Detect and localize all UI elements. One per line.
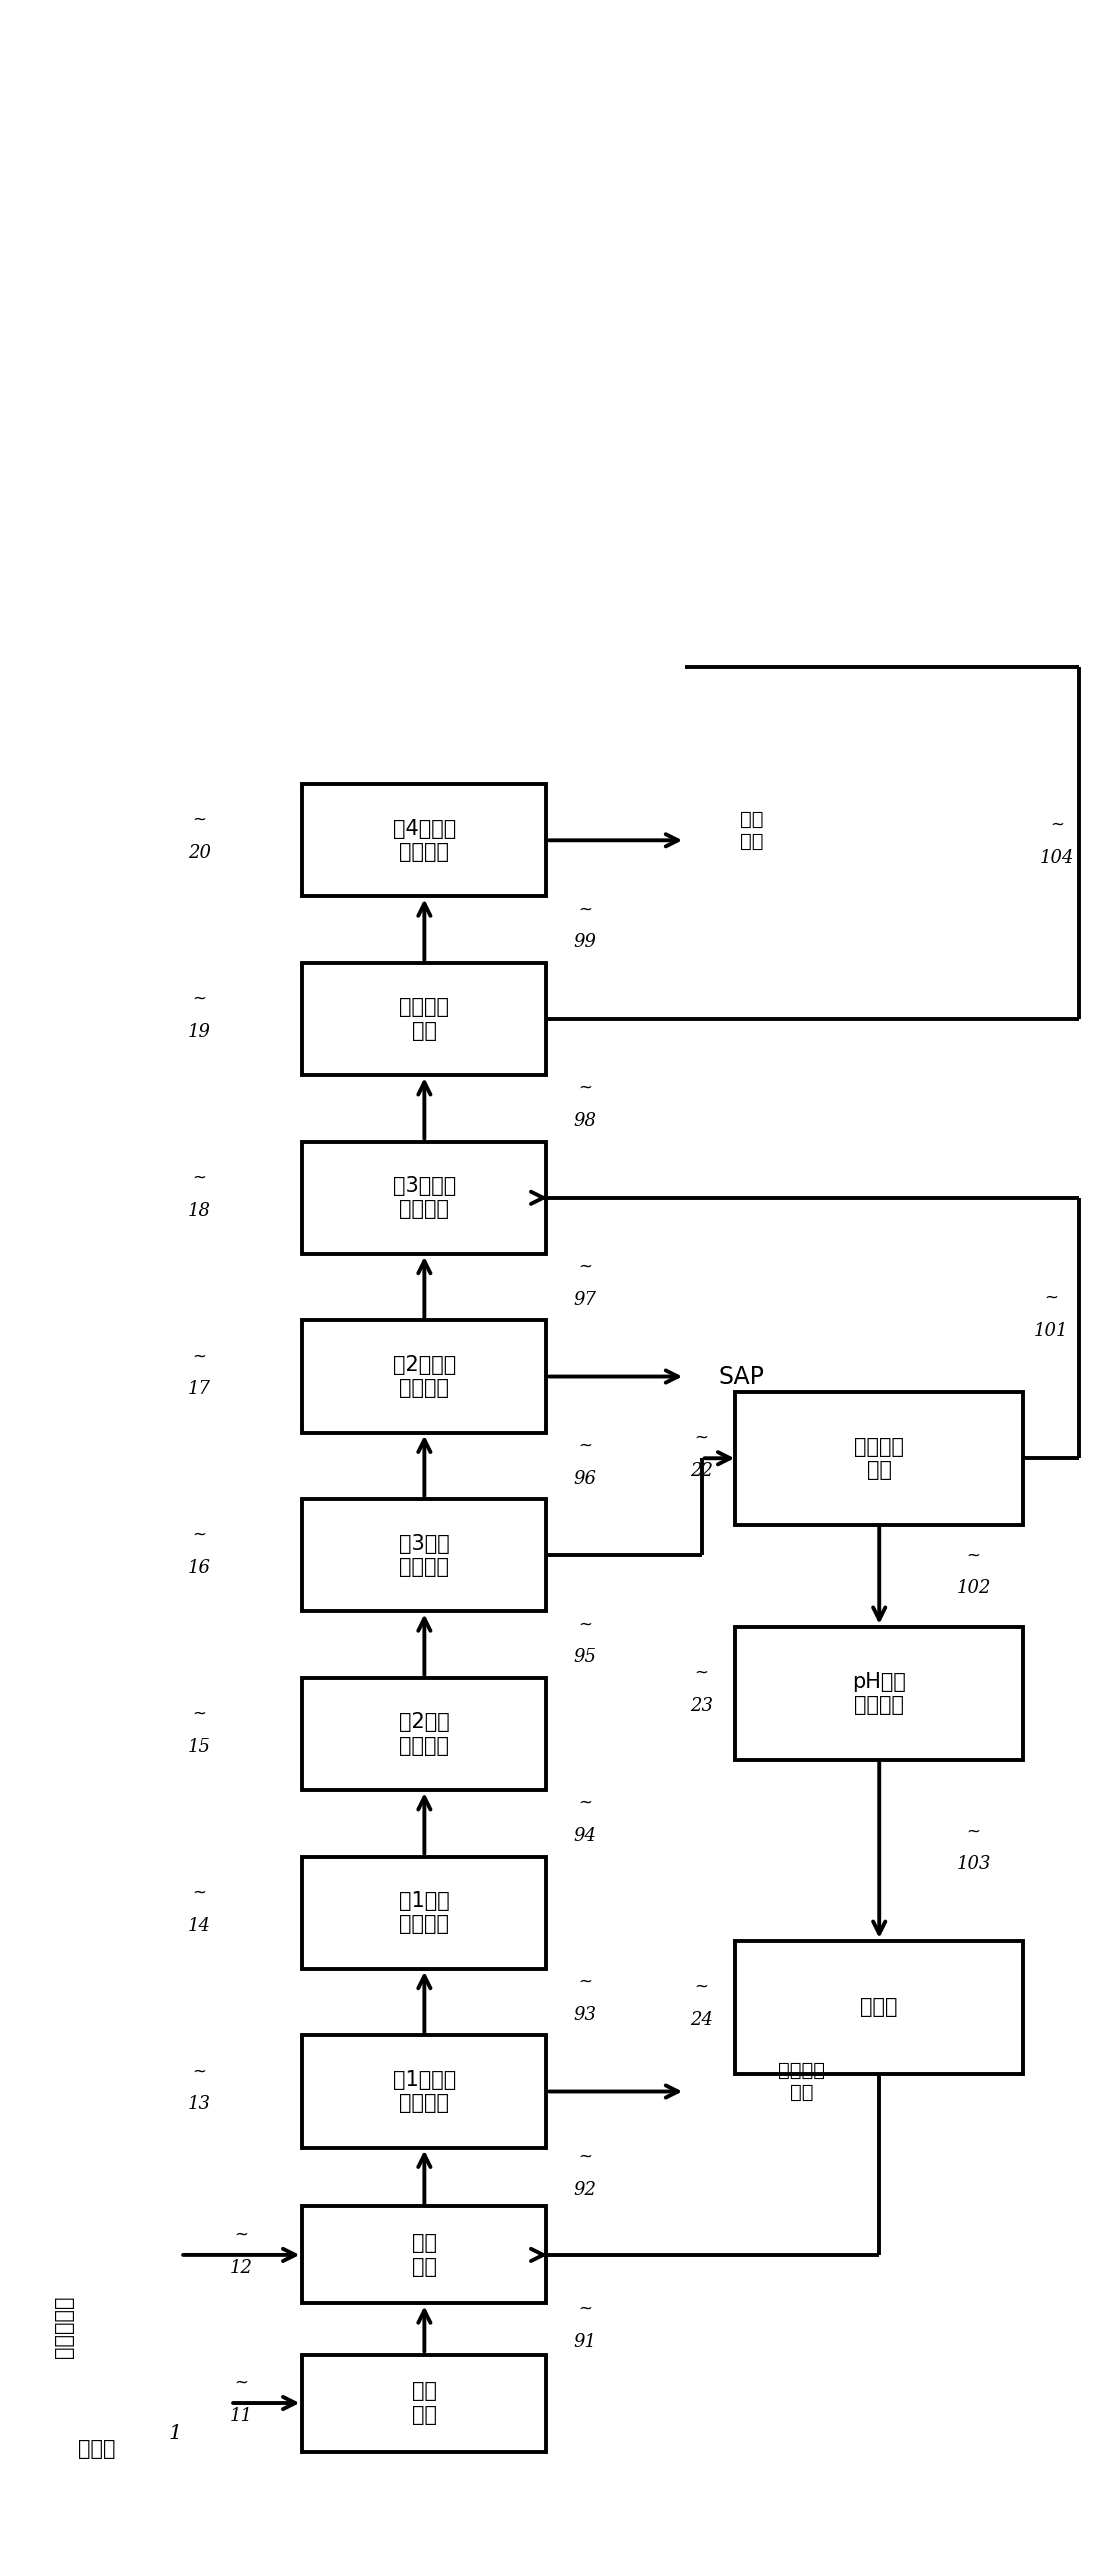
- Text: 第3振动筛
分离装置: 第3振动筛 分离装置: [392, 1177, 456, 1221]
- Text: ~: ~: [192, 811, 206, 829]
- Text: 11: 11: [230, 2408, 253, 2426]
- Text: ~: ~: [695, 1428, 709, 1446]
- Text: ~: ~: [579, 1973, 592, 1991]
- Text: ~: ~: [234, 2375, 249, 2393]
- Text: 102: 102: [957, 1579, 991, 1597]
- Text: 99: 99: [574, 934, 597, 952]
- Text: ~: ~: [192, 1169, 206, 1187]
- Text: 18: 18: [187, 1203, 211, 1221]
- Text: 膜、无纺
布等: 膜、无纺 布等: [778, 2060, 825, 2101]
- Text: ~: ~: [967, 1822, 980, 1840]
- Text: ~: ~: [192, 1525, 206, 1543]
- Bar: [735, 1628, 1024, 1761]
- Text: 贮水槽: 贮水槽: [861, 1996, 898, 2016]
- Text: 15: 15: [187, 1738, 211, 1755]
- Text: ~: ~: [192, 990, 206, 1008]
- Text: ~: ~: [1045, 1287, 1058, 1308]
- Text: ~: ~: [234, 2226, 249, 2244]
- Text: ~: ~: [579, 2147, 592, 2165]
- Text: 第2振动筛
分离装置: 第2振动筛 分离装置: [392, 1354, 456, 1397]
- Text: 98: 98: [574, 1113, 597, 1131]
- Text: pH调整
处理装置: pH调整 处理装置: [852, 1671, 906, 1715]
- Bar: [735, 1392, 1024, 1525]
- Text: ~: ~: [1049, 816, 1064, 834]
- Text: 酸性水溶液: 酸性水溶液: [54, 2295, 74, 2357]
- Bar: [302, 2354, 546, 2452]
- Text: 1: 1: [168, 2423, 182, 2444]
- Text: ~: ~: [192, 2063, 206, 2080]
- Text: 脱水处理
装置: 脱水处理 装置: [854, 1436, 904, 1479]
- Text: 搅拌
装置: 搅拌 装置: [411, 2234, 437, 2278]
- Bar: [302, 1679, 546, 1791]
- Text: 第3筛板
分离装置: 第3筛板 分离装置: [399, 1533, 449, 1576]
- Text: 第4振动筛
分离装置: 第4振动筛 分离装置: [392, 819, 456, 862]
- Text: ~: ~: [579, 1794, 592, 1812]
- Bar: [302, 962, 546, 1075]
- Text: ~: ~: [192, 1346, 206, 1364]
- Bar: [302, 783, 546, 896]
- Text: ~: ~: [695, 1978, 709, 1996]
- Text: 104: 104: [1039, 850, 1074, 868]
- Text: 化学处理
装置: 化学处理 装置: [399, 998, 449, 1042]
- Text: 16: 16: [187, 1558, 211, 1576]
- Text: ~: ~: [967, 1546, 980, 1564]
- Text: 17: 17: [187, 1379, 211, 1397]
- Text: 第1筛板
分离装置: 第1筛板 分离装置: [399, 1891, 449, 1935]
- Text: 第1振动筛
分离装置: 第1振动筛 分离装置: [392, 2070, 456, 2114]
- Text: ~: ~: [192, 1883, 206, 1901]
- Bar: [302, 2034, 546, 2147]
- Text: 収集袋: 収集袋: [78, 2439, 116, 2459]
- Text: 13: 13: [187, 2096, 211, 2114]
- Text: 95: 95: [574, 1648, 597, 1666]
- Text: ~: ~: [579, 1615, 592, 1633]
- Bar: [302, 1320, 546, 1433]
- Text: 20: 20: [187, 844, 211, 862]
- Bar: [302, 1500, 546, 1612]
- Text: 第2筛板
分离装置: 第2筛板 分离装置: [399, 1712, 449, 1755]
- Text: SAP: SAP: [718, 1364, 764, 1390]
- Bar: [302, 1858, 546, 1968]
- Text: 92: 92: [574, 2180, 597, 2198]
- Text: 93: 93: [574, 2006, 597, 2024]
- Text: 19: 19: [187, 1024, 211, 1042]
- Bar: [302, 1141, 546, 1254]
- Text: ~: ~: [192, 1704, 206, 1722]
- Text: 103: 103: [957, 1855, 991, 1873]
- Text: ~: ~: [579, 1436, 592, 1454]
- Text: ~: ~: [579, 1080, 592, 1098]
- Text: 94: 94: [574, 1827, 597, 1845]
- Text: 22: 22: [690, 1461, 714, 1479]
- Text: 24: 24: [690, 2011, 714, 2029]
- Text: 纸浆
纤维: 纸浆 纤维: [740, 809, 764, 850]
- Text: 12: 12: [230, 2260, 253, 2278]
- Text: ~: ~: [579, 901, 592, 919]
- Text: 97: 97: [574, 1290, 597, 1308]
- Bar: [735, 1940, 1024, 2073]
- Text: 101: 101: [1034, 1320, 1068, 1338]
- Text: ~: ~: [579, 2301, 592, 2318]
- Text: 91: 91: [574, 2334, 597, 2352]
- Text: 14: 14: [187, 1917, 211, 1935]
- Text: ~: ~: [579, 1256, 592, 1277]
- Text: 96: 96: [574, 1469, 597, 1487]
- Text: 破碎
装置: 破碎 装置: [411, 2382, 437, 2423]
- Text: ~: ~: [695, 1663, 709, 1681]
- Text: 23: 23: [690, 1697, 714, 1715]
- Bar: [302, 2206, 546, 2303]
